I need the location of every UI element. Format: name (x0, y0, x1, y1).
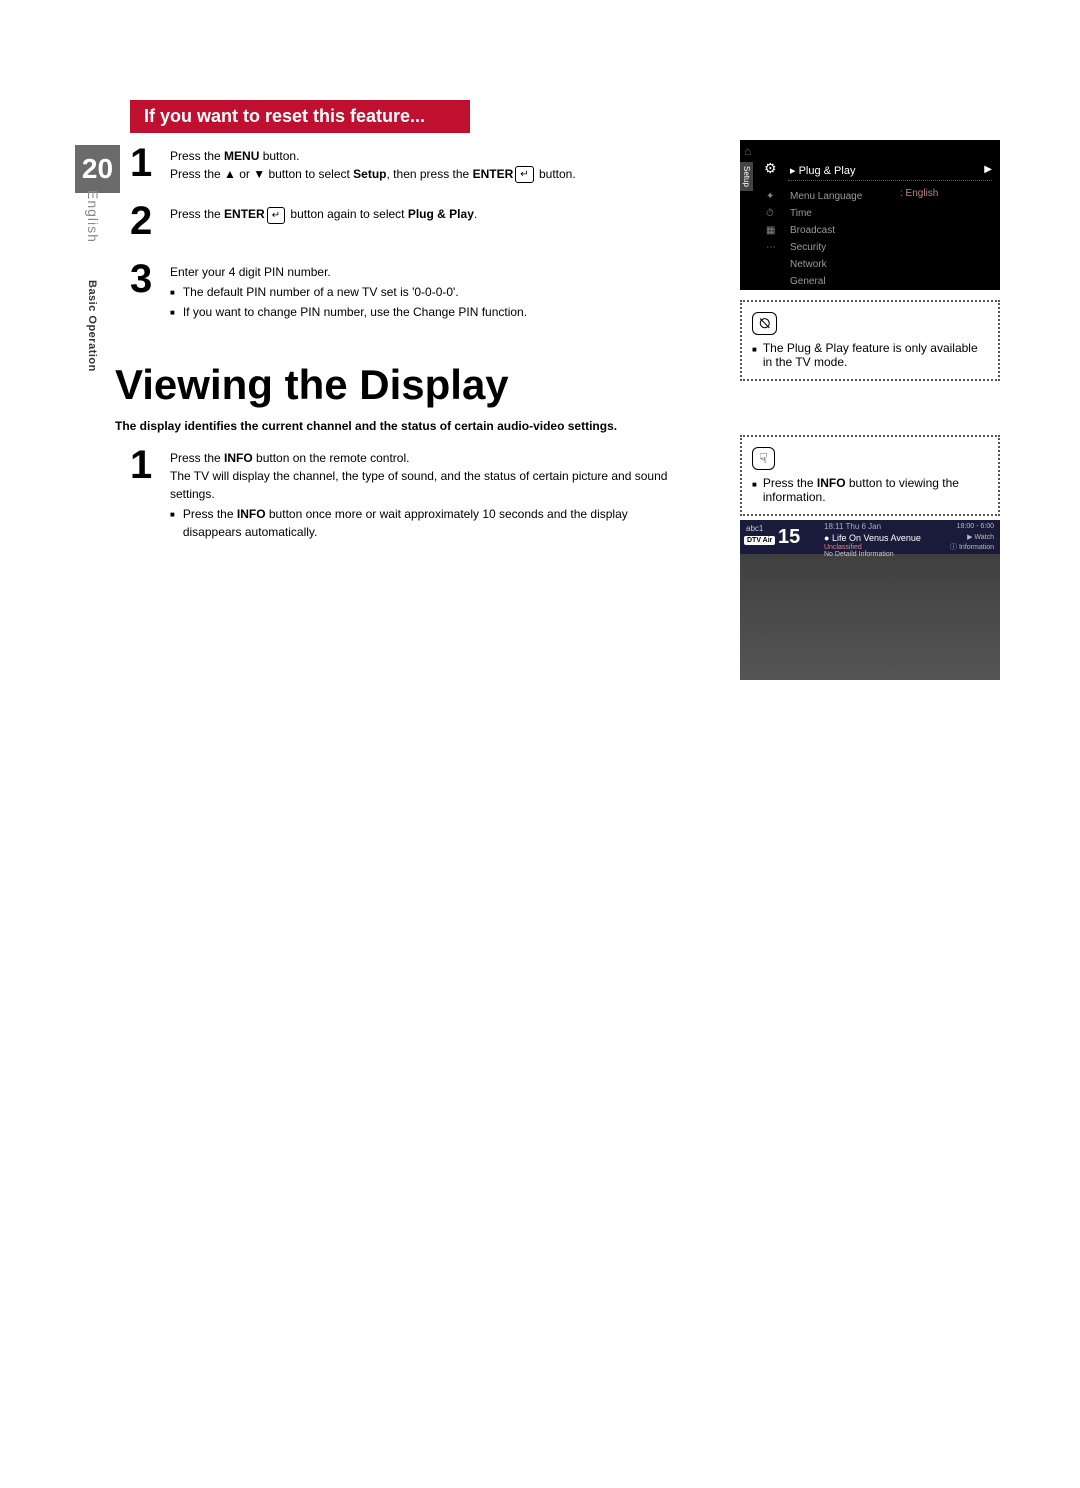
t: Unclassified (824, 544, 862, 551)
menu-label: MENU (224, 149, 259, 163)
text: The TV will display the channel, the typ… (170, 469, 667, 501)
enter-label: ENTER (473, 167, 514, 181)
info-bar: abc1 DTV Air 15 18:11 Thu 6 Jan ● Life O… (740, 520, 1000, 554)
text: button. (259, 149, 299, 163)
side-section-label: Basic Operation (86, 280, 98, 372)
step-text: Enter your 4 digit PIN number. ■ The defa… (170, 259, 527, 321)
text: Press the (170, 451, 224, 465)
tv-info-display: abc1 DTV Air 15 18:11 Thu 6 Jan ● Life O… (740, 520, 1000, 680)
step-text: Press the MENU button. Press the ▲ or ▼ … (170, 143, 576, 183)
vstep-1: 1 Press the INFO button on the remote co… (130, 445, 670, 541)
note-icon: ⦰ (752, 312, 777, 335)
text: The Plug & Play feature is only availabl… (763, 341, 988, 369)
text: Press the INFO button once more or wait … (183, 505, 670, 541)
channel-number: 15 (778, 526, 800, 549)
text: button on the remote control. (253, 451, 410, 465)
bullet: ■Press the INFO button once more or wait… (170, 505, 670, 541)
t: No Detaild Information (824, 551, 894, 558)
step-3: 3 Enter your 4 digit PIN number. ■ The de… (130, 259, 670, 321)
menu-item: Broadcast (790, 222, 862, 239)
bullet-icon: ■ (752, 345, 757, 369)
menu-title: ▸ Plug & Play (790, 164, 855, 177)
bullet-icon: ■ (170, 307, 175, 321)
note-box-plugplay: ⦰ ■The Plug & Play feature is only avail… (740, 300, 1000, 381)
info-right: 18:00 - 6:00 ▶ Watch ⓘ Information (950, 522, 994, 554)
text: The default PIN number of a new TV set i… (183, 283, 459, 301)
info-label: INFO (224, 451, 253, 465)
t: Plug & Play (799, 165, 856, 177)
bullet-icon: ■ (170, 509, 175, 541)
home-icon: ⌂ (744, 144, 751, 158)
note-text: ■Press the INFO button to viewing the in… (752, 476, 988, 504)
watch-label: ▶ Watch (950, 533, 994, 544)
t: Press the (763, 476, 817, 490)
bullet: ■ The default PIN number of a new TV set … (170, 283, 527, 301)
text: Press the (170, 207, 224, 221)
intro-text: The display identifies the current chann… (115, 419, 645, 433)
t: Press the (183, 507, 237, 521)
enter-icon: ↵ (267, 207, 285, 224)
setup-label: Setup (353, 167, 386, 181)
step-2: 2 Press the ENTER↵ button again to selec… (130, 201, 670, 241)
menu-item: Menu Language (790, 188, 862, 205)
menu-item: Time (790, 205, 862, 222)
bullet-icon: ● (824, 533, 829, 543)
separator (788, 180, 992, 181)
section-header: If you want to reset this feature... (130, 100, 470, 133)
step-1: 1 Press the MENU button. Press the ▲ or … (130, 143, 670, 183)
step-number: 3 (130, 259, 170, 321)
bullet-icon: ■ (752, 480, 757, 504)
info-label: ⓘ Information (950, 543, 994, 554)
note-hand-icon: ☟ (752, 447, 775, 470)
text: If you want to change PIN number, use th… (183, 303, 527, 321)
dtv-badge: DTV Air (744, 536, 775, 545)
arrow-right-icon: ▶ (984, 164, 992, 175)
text: button. (536, 167, 576, 181)
plugplay-label: Plug & Play (408, 207, 474, 221)
program-title: ● Life On Venus Avenue (824, 533, 921, 543)
side-icons: ✦⏱▦⋯ (766, 188, 776, 256)
side-language-label: English (85, 190, 101, 243)
program-sub: UnclassifiedNo Detaild Information (824, 544, 894, 558)
gear-icon: ⚙ (764, 160, 777, 177)
step-number: 1 (130, 445, 170, 541)
text: , then press the (387, 167, 473, 181)
menu-item: General (790, 273, 862, 290)
tv-setup-menu: ⌂ Setup ⚙ ▸ Plug & Play ▶ ✦⏱▦⋯ Menu Lang… (740, 140, 1000, 290)
step-text: Press the INFO button on the remote cont… (170, 445, 670, 541)
bullet: ■ If you want to change PIN number, use t… (170, 303, 527, 321)
text: Press the INFO button to viewing the inf… (763, 476, 988, 504)
text: . (474, 207, 477, 221)
step-number: 1 (130, 143, 170, 183)
info-label: INFO (817, 476, 846, 490)
menu-value: : English (900, 188, 938, 199)
step-text: Press the ENTER↵ button again to select … (170, 201, 477, 241)
setup-tab: Setup (740, 162, 753, 191)
note-text: ■The Plug & Play feature is only availab… (752, 341, 988, 369)
viewing-steps: 1 Press the INFO button on the remote co… (130, 445, 670, 541)
menu-item: Security (790, 239, 862, 256)
enter-icon: ↵ (515, 166, 533, 183)
note-box-info: ☟ ■Press the INFO button to viewing the … (740, 435, 1000, 516)
menu-item: Network (790, 256, 862, 273)
reset-steps: 1 Press the MENU button. Press the ▲ or … (130, 143, 670, 321)
text: Press the (170, 149, 224, 163)
time-range: 18:00 - 6:00 (950, 522, 994, 533)
channel-name: abc1 (746, 524, 763, 533)
text: Press the ▲ or ▼ button to select (170, 167, 353, 181)
info-label: INFO (237, 507, 266, 521)
bullet-icon: ■ (170, 287, 175, 301)
datetime: 18:11 Thu 6 Jan (824, 522, 881, 531)
step-number: 2 (130, 201, 170, 241)
t: Life On Venus Avenue (832, 533, 921, 543)
text: Enter your 4 digit PIN number. (170, 265, 331, 279)
menu-items: Menu Language Time Broadcast Security Ne… (790, 188, 862, 290)
enter-label: ENTER (224, 207, 265, 221)
text: button again to select (287, 207, 408, 221)
page-number: 20 (75, 145, 120, 193)
